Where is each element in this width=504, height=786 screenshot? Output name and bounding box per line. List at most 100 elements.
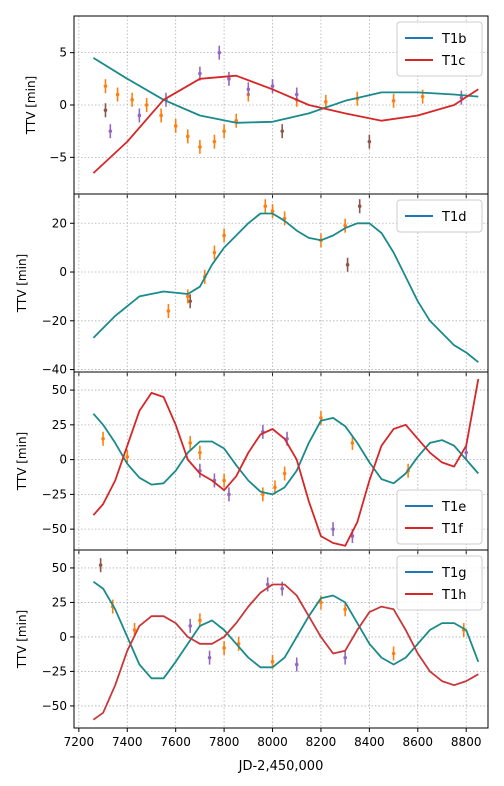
y-axis-label: TTV [min]: [24, 76, 38, 135]
data-point: [166, 309, 171, 313]
y-ticks: −5 0 5: [49, 46, 74, 164]
data-point: [132, 628, 137, 632]
data-point: [263, 204, 268, 208]
y-tick-label: 0: [59, 98, 67, 112]
x-ticks: [78, 728, 467, 732]
x-tick-labels: 7200 7400 7600 7800 8000 8200 8400 8600 8800: [64, 735, 482, 749]
data-point: [173, 124, 178, 128]
data-point: [137, 113, 142, 118]
data-point: [343, 223, 347, 228]
data-point: [345, 262, 350, 267]
data-point: [207, 655, 212, 660]
x-axis-label: JD-2,450,000: [238, 759, 324, 774]
data-point: [198, 71, 202, 76]
x-tick-label: 8600: [403, 735, 434, 749]
y-axis-label: TTV [min]: [15, 610, 29, 669]
data-point: [188, 299, 193, 304]
data-point: [234, 118, 239, 123]
series-line-t1c: [92, 74, 479, 174]
data-point: [343, 655, 347, 660]
data-point: [101, 436, 105, 441]
data-point: [98, 563, 103, 567]
data-point: [212, 139, 217, 144]
legend-box: [396, 21, 483, 77]
legend-box: [396, 489, 483, 545]
data-point: [103, 108, 108, 113]
x-tick-label: 7200: [64, 735, 95, 749]
data-point: [185, 134, 190, 139]
y-tick-label: 50: [52, 383, 67, 397]
data-point: [227, 492, 231, 497]
data-point: [159, 113, 163, 118]
series-line-t1d: [92, 212, 479, 363]
data-point: [115, 92, 120, 97]
data-point: [217, 50, 222, 55]
data-point: [464, 450, 469, 455]
data-point: [280, 129, 285, 133]
legend-label-t1f: T1f: [441, 522, 463, 537]
series-line-t1f: [92, 378, 480, 547]
data-point: [222, 129, 226, 133]
data-point: [391, 99, 396, 103]
series-line-t1e: [92, 413, 479, 496]
data-point: [270, 659, 275, 664]
observation-set-1: [103, 79, 425, 154]
data-point: [319, 600, 323, 605]
plot-area: [92, 199, 479, 363]
legend-label-t1e: T1e: [441, 500, 466, 515]
data-point: [198, 618, 202, 623]
panel-2: −40 −20 0 20 TTV [min] T1d: [15, 193, 489, 377]
data-point: [212, 250, 217, 255]
observation-set-3: [103, 103, 372, 149]
data-point: [294, 662, 299, 667]
y-tick-label: 5: [59, 46, 67, 60]
y-tick-label: −5: [49, 150, 67, 164]
legend-label-t1c: T1c: [441, 54, 465, 69]
data-point: [294, 92, 299, 97]
y-tick-label: −50: [42, 522, 67, 536]
y-axis-label: TTV [min]: [15, 254, 29, 313]
plot-area: [92, 378, 480, 547]
data-point: [350, 441, 355, 445]
legend: T1d: [396, 199, 483, 233]
x-tick-label: 8000: [257, 735, 288, 749]
data-point: [222, 233, 226, 238]
data-point: [227, 77, 231, 81]
data-point: [103, 84, 108, 88]
data-point: [198, 145, 202, 149]
y-tick-label: 0: [59, 265, 67, 279]
plot-area: [92, 45, 479, 174]
legend-box: [396, 199, 483, 233]
data-point: [188, 441, 193, 445]
y-ticks: −50 −25 0 25 50: [42, 561, 74, 713]
data-point: [222, 478, 226, 483]
data-point: [323, 100, 328, 104]
series-line-t1b: [92, 57, 479, 124]
data-point: [343, 607, 347, 612]
legend-label-t1b: T1b: [441, 32, 466, 47]
data-point: [188, 624, 193, 628]
data-point: [319, 416, 323, 420]
y-tick-label: −50: [42, 699, 67, 713]
x-tick-label: 7400: [112, 735, 143, 749]
data-point: [130, 97, 134, 102]
legend-label-t1d: T1d: [441, 210, 466, 225]
legend-label-t1h: T1h: [441, 588, 466, 603]
y-tick-label: 25: [52, 595, 67, 609]
y-tick-label: −25: [42, 487, 67, 501]
grid: [74, 550, 488, 728]
y-ticks: −40 −20 0 20: [42, 216, 74, 377]
x-tick-label: 8200: [306, 735, 337, 749]
y-tick-label: 50: [52, 561, 67, 575]
data-point: [391, 651, 396, 656]
data-point: [125, 455, 130, 459]
y-tick-label: 0: [59, 630, 67, 644]
grid: [74, 16, 488, 194]
data-point: [185, 294, 190, 299]
